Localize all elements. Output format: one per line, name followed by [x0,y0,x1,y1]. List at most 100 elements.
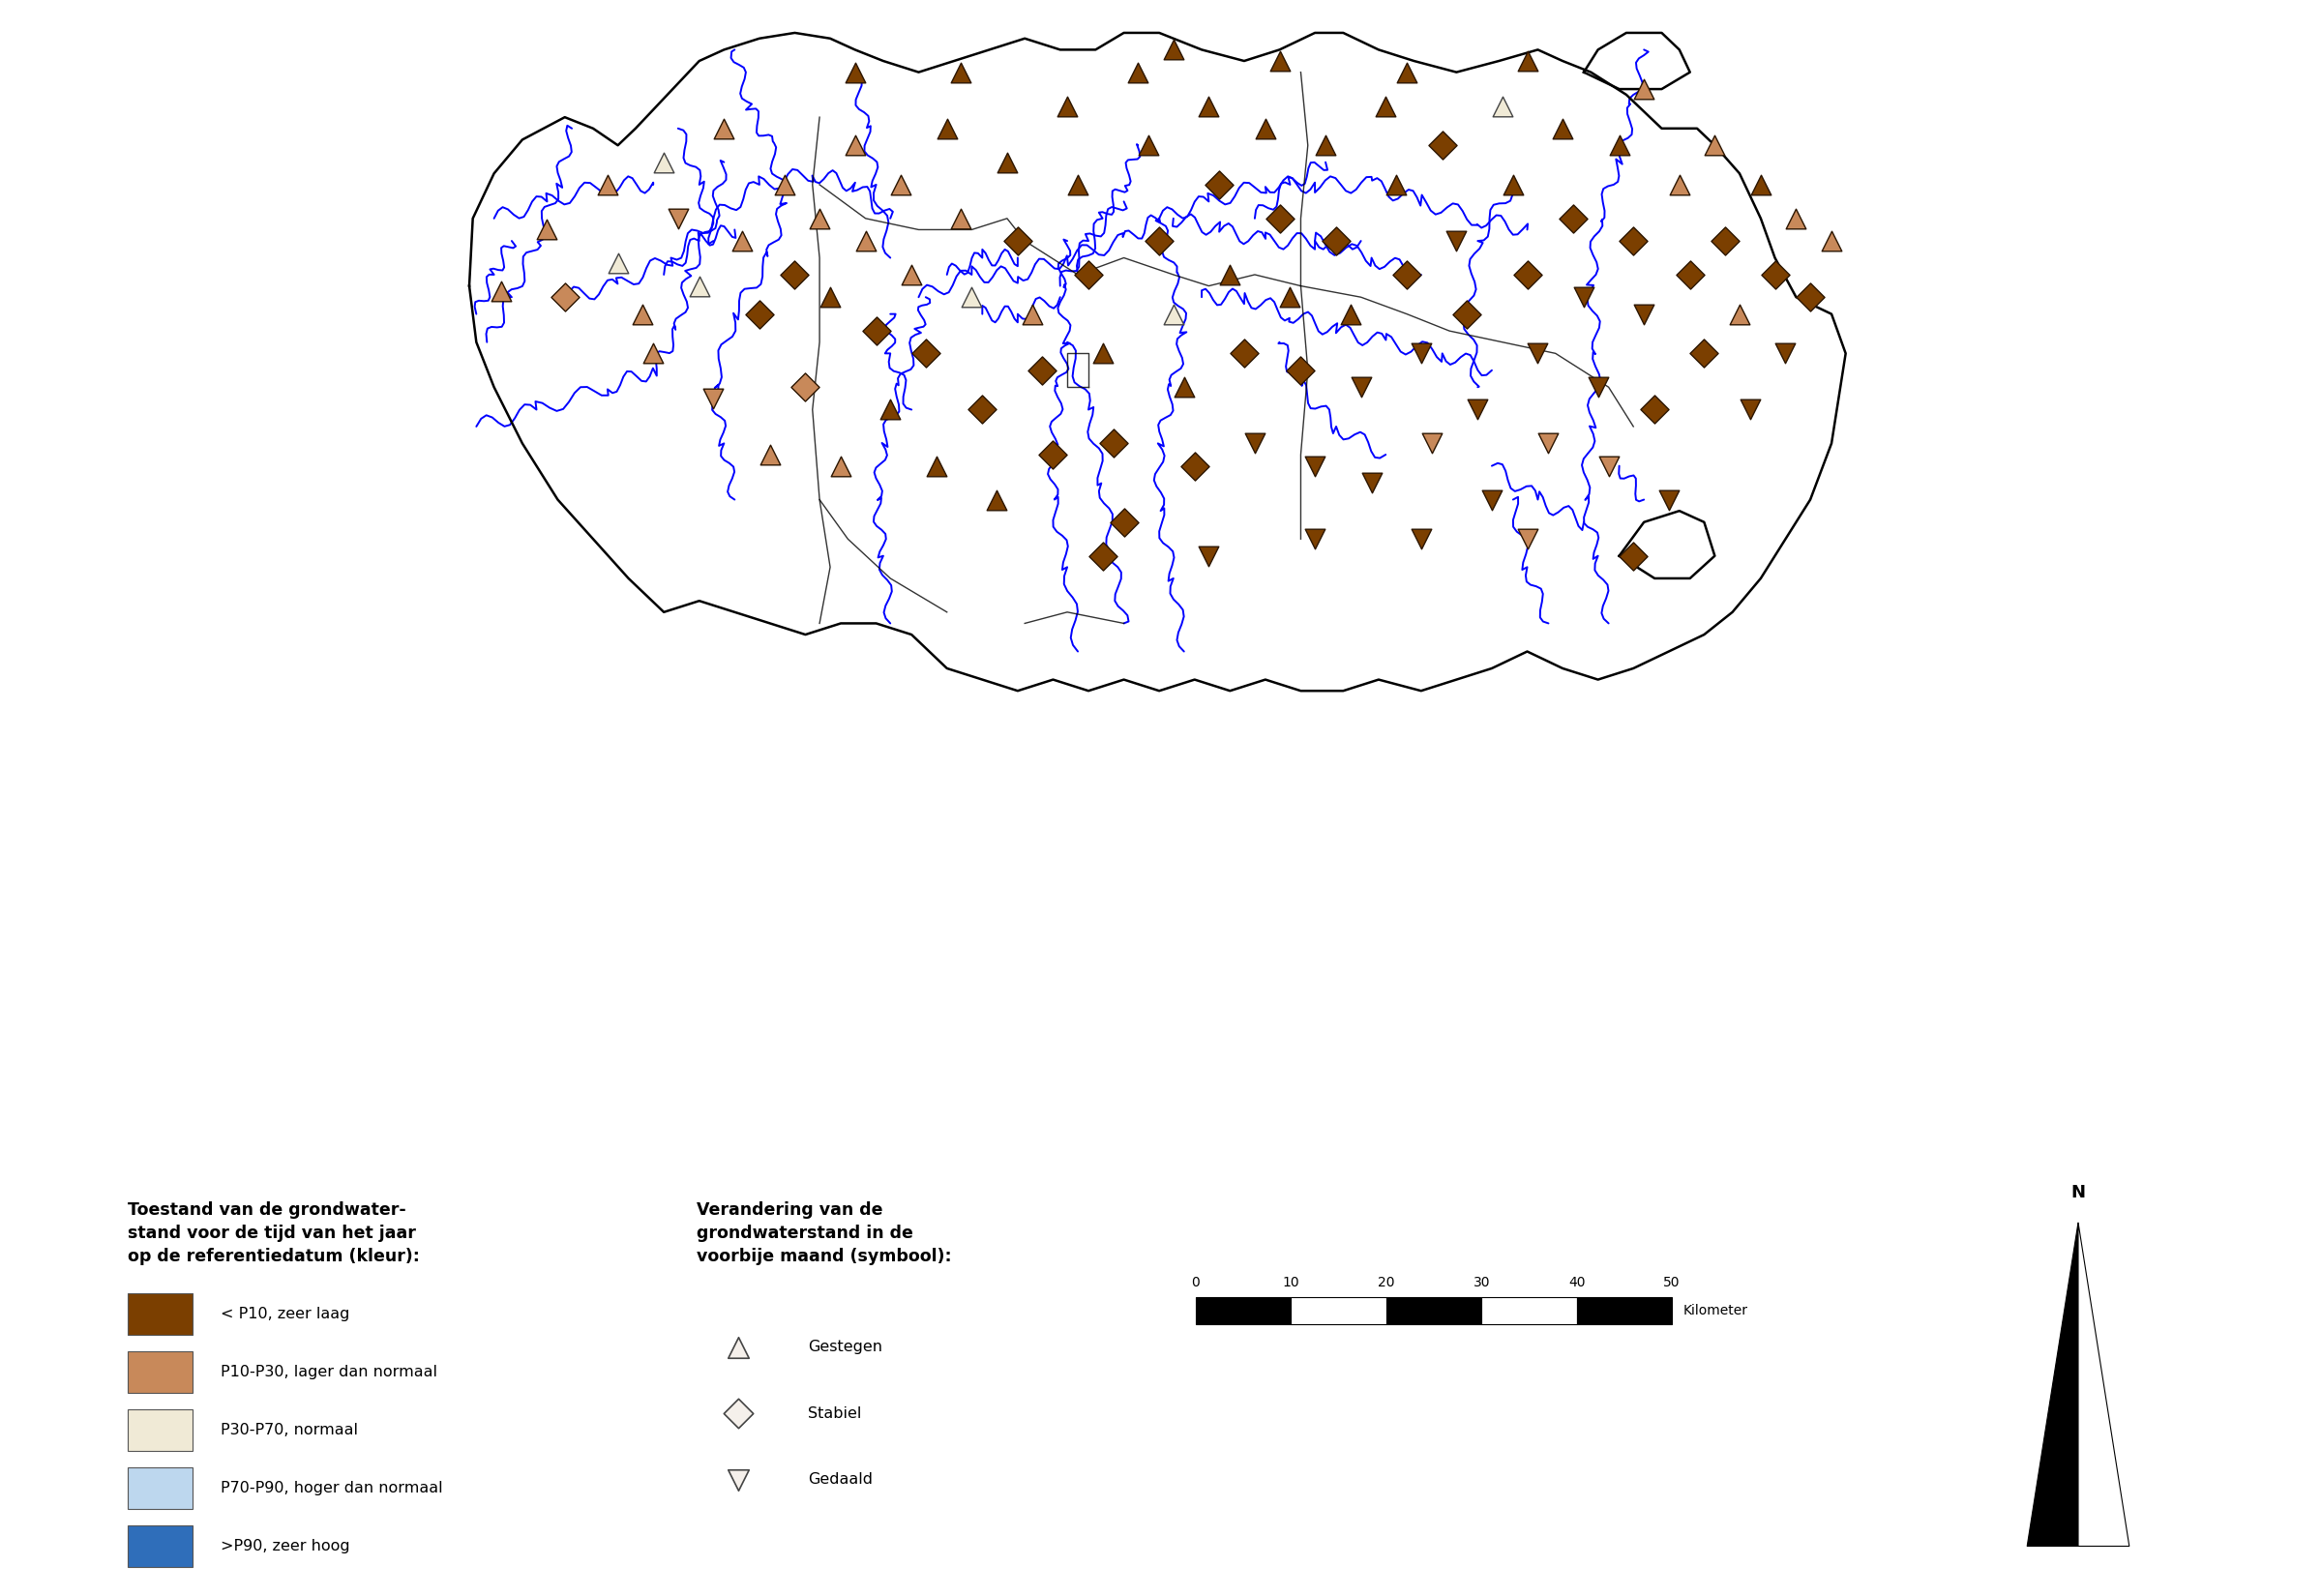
Point [989,150,1026,176]
Text: Toestand van de grondwater-
stand voor de tijd van het jaar
op de referentiedatu: Toestand van de grondwater- stand voor d… [128,1202,420,1266]
Point [1614,543,1651,568]
Point [546,284,583,310]
Point [998,228,1036,254]
FancyBboxPatch shape [1291,1298,1386,1325]
Point [720,1334,757,1360]
Point [1686,340,1723,365]
Point [952,284,989,310]
Point [1565,284,1602,310]
Point [1212,262,1249,287]
Point [1333,302,1370,327]
Point [871,397,908,423]
Text: P70-P90, hoger dan normaal: P70-P90, hoger dan normaal [221,1481,444,1495]
Text: < P10, zeer laag: < P10, zeer laag [221,1307,351,1321]
Point [1742,172,1779,198]
Point [625,302,662,327]
Point [1651,487,1688,512]
Point [1282,358,1319,383]
FancyBboxPatch shape [1196,1298,1291,1325]
Point [646,150,683,176]
Point [882,172,920,198]
Point [1414,431,1451,456]
Point [1317,228,1354,254]
Text: 40: 40 [1567,1275,1586,1290]
Point [1556,206,1593,231]
Point [1591,453,1628,479]
Point [680,273,717,298]
Point [1024,358,1061,383]
Point [1140,228,1177,254]
Point [1495,172,1533,198]
Text: 0: 0 [1191,1275,1200,1290]
Point [1402,340,1440,365]
Point [1472,487,1509,512]
Point [634,340,671,365]
Point [1368,93,1405,118]
Point [848,228,885,254]
Point [836,59,873,85]
Text: Gestegen: Gestegen [808,1339,882,1355]
Point [720,1467,757,1492]
Point [1509,48,1546,73]
Point [1012,302,1050,327]
Point [1458,397,1495,423]
Point [776,262,813,287]
Point [801,206,838,231]
Point [1191,543,1228,568]
Point [1721,302,1758,327]
Point [529,217,567,243]
Point [1530,431,1567,456]
Point [1813,228,1851,254]
Point [659,206,697,231]
Point [1296,453,1333,479]
FancyBboxPatch shape [128,1409,193,1451]
Point [1660,172,1697,198]
Point [1175,453,1212,479]
Text: 50: 50 [1663,1275,1681,1290]
Point [1036,442,1073,468]
Point [1614,228,1651,254]
Text: 30: 30 [1472,1275,1491,1290]
Point [857,318,894,343]
FancyBboxPatch shape [128,1293,193,1334]
Point [590,172,627,198]
Point [1235,431,1272,456]
Point [694,386,731,412]
FancyBboxPatch shape [1577,1298,1672,1325]
Point [722,228,759,254]
Point [752,442,789,468]
Point [822,453,859,479]
Point [766,172,803,198]
Point [741,302,778,327]
Text: 10: 10 [1282,1275,1300,1290]
Point [1672,262,1709,287]
Text: P10-P30, lager dan normaal: P10-P30, lager dan normaal [221,1365,437,1379]
Point [1579,375,1616,401]
Point [1484,93,1521,118]
Point [720,1401,757,1427]
Point [908,340,945,365]
Point [1509,262,1546,287]
Text: N: N [2071,1184,2085,1202]
Point [1272,284,1310,310]
Point [1423,132,1461,158]
Point [1154,37,1191,62]
FancyBboxPatch shape [1481,1298,1577,1325]
Point [978,487,1015,512]
Point [1437,228,1474,254]
Point [1307,132,1344,158]
Point [1261,206,1298,231]
FancyBboxPatch shape [128,1467,193,1508]
Point [1131,132,1168,158]
Point [1226,340,1263,365]
Point [1767,340,1804,365]
Point [1389,262,1426,287]
Text: Verandering van de
grondwaterstand in de
voorbije maand (symbool):: Verandering van de grondwaterstand in de… [697,1202,952,1266]
Point [599,251,636,276]
Point [917,453,954,479]
Point [1793,284,1830,310]
Point [1600,132,1637,158]
Point [1200,172,1238,198]
Point [1707,228,1744,254]
Point [1449,302,1486,327]
